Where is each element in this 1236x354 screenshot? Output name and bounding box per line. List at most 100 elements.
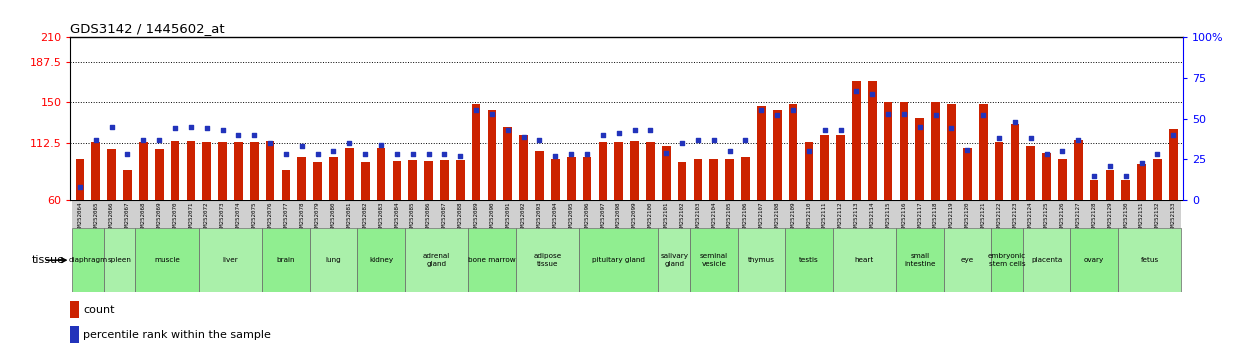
Bar xyxy=(772,110,781,200)
Bar xyxy=(991,228,1023,292)
Text: GSM252115: GSM252115 xyxy=(886,201,891,233)
Text: GSM252088: GSM252088 xyxy=(457,201,462,233)
Bar xyxy=(1153,159,1162,200)
Text: GSM252102: GSM252102 xyxy=(680,201,685,233)
Text: GSM252072: GSM252072 xyxy=(204,201,209,233)
Bar xyxy=(424,161,433,200)
Point xyxy=(894,111,913,116)
Bar xyxy=(868,81,876,200)
Text: adrenal
gland: adrenal gland xyxy=(423,253,450,267)
Bar xyxy=(310,228,357,292)
Point xyxy=(735,137,755,143)
Text: bone marrow: bone marrow xyxy=(468,257,515,263)
Point xyxy=(847,88,866,94)
Bar xyxy=(325,200,341,228)
Point xyxy=(1116,173,1136,178)
Text: GSM252100: GSM252100 xyxy=(648,201,653,233)
Point xyxy=(751,108,771,113)
Point xyxy=(150,137,169,143)
Text: testis: testis xyxy=(798,257,818,263)
Point xyxy=(545,153,565,159)
Text: spleen: spleen xyxy=(108,257,131,263)
Point xyxy=(973,113,993,118)
Bar xyxy=(361,162,370,200)
Text: GSM252114: GSM252114 xyxy=(870,201,875,233)
Text: GSM252086: GSM252086 xyxy=(426,201,431,233)
Text: GSM252085: GSM252085 xyxy=(410,201,415,233)
Bar xyxy=(662,146,671,200)
Point xyxy=(435,152,455,157)
Point xyxy=(1068,137,1088,143)
Text: pituitary gland: pituitary gland xyxy=(592,257,645,263)
Bar xyxy=(1007,200,1023,228)
Bar xyxy=(357,200,373,228)
Text: GSM252073: GSM252073 xyxy=(220,201,225,233)
Bar xyxy=(345,148,353,200)
Bar xyxy=(880,200,896,228)
Point xyxy=(1147,152,1167,157)
Bar xyxy=(785,228,833,292)
Point xyxy=(355,152,375,157)
Text: GSM252130: GSM252130 xyxy=(1124,201,1128,233)
Text: GSM252113: GSM252113 xyxy=(854,201,859,233)
Bar xyxy=(88,200,104,228)
Text: GSM252101: GSM252101 xyxy=(664,201,669,233)
Bar xyxy=(963,148,971,200)
Bar xyxy=(690,228,738,292)
Text: GSM252077: GSM252077 xyxy=(283,201,288,233)
Bar xyxy=(420,200,436,228)
Bar xyxy=(1042,153,1051,200)
Point xyxy=(1163,132,1183,138)
Point xyxy=(450,153,470,159)
Bar xyxy=(230,200,246,228)
Point xyxy=(308,152,328,157)
Bar xyxy=(789,104,797,200)
Bar xyxy=(452,200,468,228)
Bar xyxy=(405,228,468,292)
Text: GSM252128: GSM252128 xyxy=(1091,201,1096,233)
Point xyxy=(609,130,629,136)
Point xyxy=(245,132,265,138)
Bar xyxy=(357,228,405,292)
Bar xyxy=(70,301,79,318)
Point xyxy=(624,127,644,133)
Text: GSM252133: GSM252133 xyxy=(1170,201,1175,233)
Text: GSM252109: GSM252109 xyxy=(791,201,796,233)
Bar xyxy=(769,200,785,228)
Point xyxy=(958,147,978,152)
Point xyxy=(831,127,850,133)
Text: GSM252068: GSM252068 xyxy=(141,201,146,233)
Bar xyxy=(979,104,988,200)
Text: lung: lung xyxy=(325,257,341,263)
Bar xyxy=(515,200,531,228)
Point xyxy=(117,152,137,157)
Bar xyxy=(726,159,734,200)
Text: GSM252095: GSM252095 xyxy=(569,201,574,233)
Point xyxy=(1132,160,1152,165)
Text: GSM252092: GSM252092 xyxy=(522,201,527,233)
Bar xyxy=(373,200,389,228)
Bar xyxy=(1149,200,1166,228)
Bar xyxy=(1117,200,1133,228)
Bar xyxy=(646,142,655,200)
Point xyxy=(229,132,248,138)
Bar xyxy=(595,200,611,228)
Point xyxy=(798,148,818,154)
Bar xyxy=(91,142,100,200)
Text: diaphragm: diaphragm xyxy=(68,257,108,263)
Text: percentile rank within the sample: percentile rank within the sample xyxy=(83,330,271,339)
Point xyxy=(70,184,90,190)
Point xyxy=(466,108,486,113)
Bar xyxy=(852,81,860,200)
Bar xyxy=(643,200,659,228)
Bar xyxy=(234,142,242,200)
Point xyxy=(640,127,660,133)
Bar xyxy=(690,200,706,228)
Bar xyxy=(519,135,528,200)
Bar xyxy=(896,200,912,228)
Text: GSM252082: GSM252082 xyxy=(362,201,367,233)
Bar xyxy=(278,200,294,228)
Bar xyxy=(1090,181,1099,200)
Text: GSM252111: GSM252111 xyxy=(822,201,827,233)
Point xyxy=(942,126,962,131)
